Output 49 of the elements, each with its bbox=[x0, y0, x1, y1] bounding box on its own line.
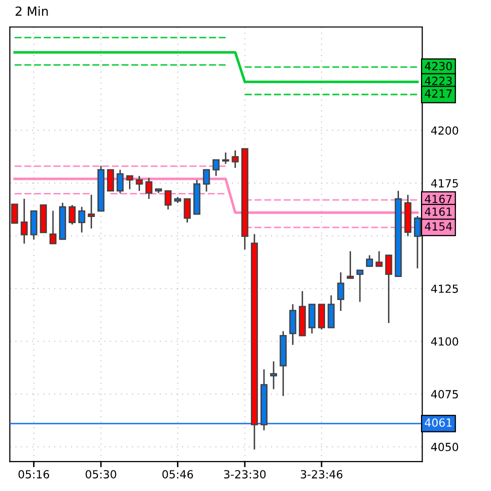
x-tick-label: 3-23:46 bbox=[300, 470, 342, 478]
candlestick bbox=[414, 215, 421, 270]
candlestick bbox=[366, 254, 374, 267]
candlestick bbox=[308, 304, 316, 334]
candlestick bbox=[68, 204, 76, 226]
x-tick-label: 05:46 bbox=[162, 470, 193, 478]
candlestick bbox=[30, 210, 38, 240]
candlestick bbox=[145, 177, 152, 200]
candlestick bbox=[232, 150, 239, 169]
candlestick bbox=[20, 198, 28, 244]
candlestick bbox=[346, 250, 354, 279]
candlestick bbox=[136, 175, 143, 192]
y-tick-label: 4075 bbox=[431, 390, 458, 398]
candlestick bbox=[385, 254, 392, 324]
candlestick bbox=[49, 210, 56, 244]
candlestick bbox=[107, 169, 114, 192]
data-label: 4230 bbox=[424, 62, 452, 70]
data-label: 4223 bbox=[424, 76, 452, 86]
candlestick bbox=[212, 159, 220, 177]
ref-line-label: 4061 bbox=[424, 418, 452, 427]
candlestick bbox=[202, 169, 210, 192]
y-tick-label: 4125 bbox=[431, 284, 458, 293]
y-tick-label: 4200 bbox=[431, 126, 458, 135]
data-label: 4217 bbox=[424, 89, 452, 98]
candlestick bbox=[289, 303, 296, 346]
candlestick bbox=[318, 304, 326, 330]
y-tick-label: 4175 bbox=[431, 179, 458, 188]
x-tick-label: 3-23:30 bbox=[224, 470, 266, 478]
candlestick bbox=[328, 294, 335, 328]
candlestick bbox=[11, 204, 18, 224]
x-tick-label: 05:16 bbox=[18, 470, 50, 478]
candlestick bbox=[376, 250, 383, 267]
candlestick bbox=[356, 270, 364, 303]
data-label: 4161 bbox=[424, 207, 452, 216]
data-label: 4167 bbox=[424, 194, 452, 204]
candlestick bbox=[184, 198, 191, 224]
x-tick-label: 05:30 bbox=[86, 470, 116, 478]
candlestick bbox=[88, 194, 95, 230]
candlestick bbox=[116, 169, 124, 194]
candlestick bbox=[270, 360, 278, 390]
candlestick bbox=[164, 190, 172, 210]
data-label: 4154 bbox=[424, 222, 452, 231]
y-tick-label: 4100 bbox=[431, 337, 458, 346]
candlestick bbox=[126, 175, 134, 190]
candlestick bbox=[337, 272, 344, 312]
chart-title: 2 Min bbox=[16, 6, 48, 16]
candlestick bbox=[78, 206, 86, 234]
y-tick-label: 4050 bbox=[431, 442, 458, 452]
candlestick bbox=[222, 152, 230, 165]
